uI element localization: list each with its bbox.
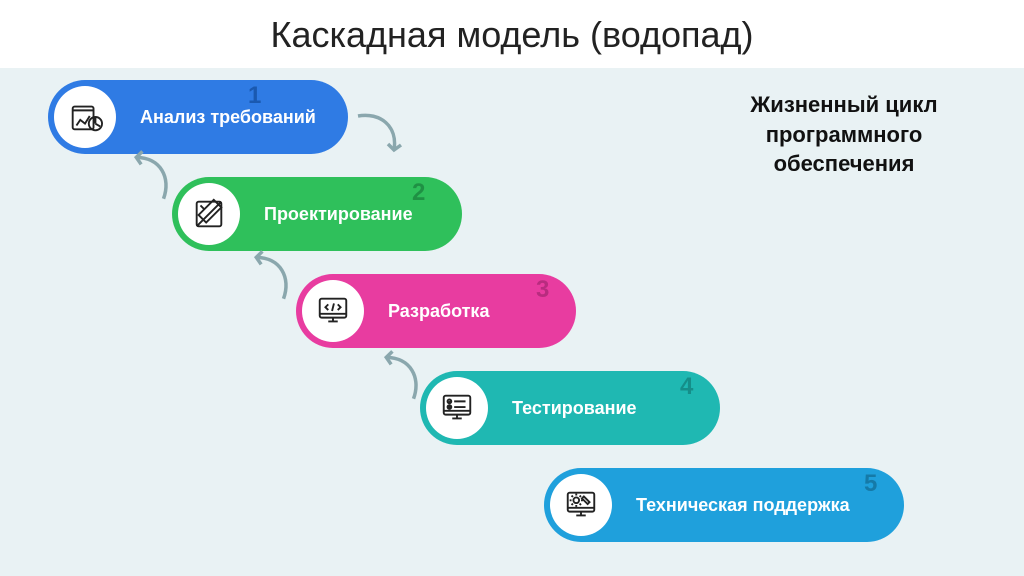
design-icon <box>178 183 240 245</box>
analysis-icon <box>54 86 116 148</box>
step-label: Проектирование <box>264 204 413 225</box>
step-2: 2Проектирование <box>172 177 462 251</box>
step-number: 4 <box>680 373 693 401</box>
step-number: 1 <box>248 82 261 110</box>
page-title: Каскадная модель (водопад) <box>0 0 1024 56</box>
step-number: 2 <box>412 179 425 207</box>
step-label: Разработка <box>388 301 489 322</box>
step-4: 4 Тестирование <box>420 371 720 445</box>
step-number: 3 <box>536 276 549 304</box>
step-label: Техническая поддержка <box>636 495 850 516</box>
develop-icon <box>302 280 364 342</box>
diagram-canvas: Жизненный цикл программного обеспечения … <box>0 68 1024 576</box>
subtitle: Жизненный цикл программного обеспечения <box>714 90 974 179</box>
step-1: 1Анализ требований <box>48 80 348 154</box>
test-icon <box>426 377 488 439</box>
step-5: 5 Техническая поддержка <box>544 468 904 542</box>
support-icon <box>550 474 612 536</box>
step-3: 3 Разработка <box>296 274 576 348</box>
step-label: Тестирование <box>512 398 637 419</box>
step-number: 5 <box>864 470 877 498</box>
step-label: Анализ требований <box>140 107 316 128</box>
